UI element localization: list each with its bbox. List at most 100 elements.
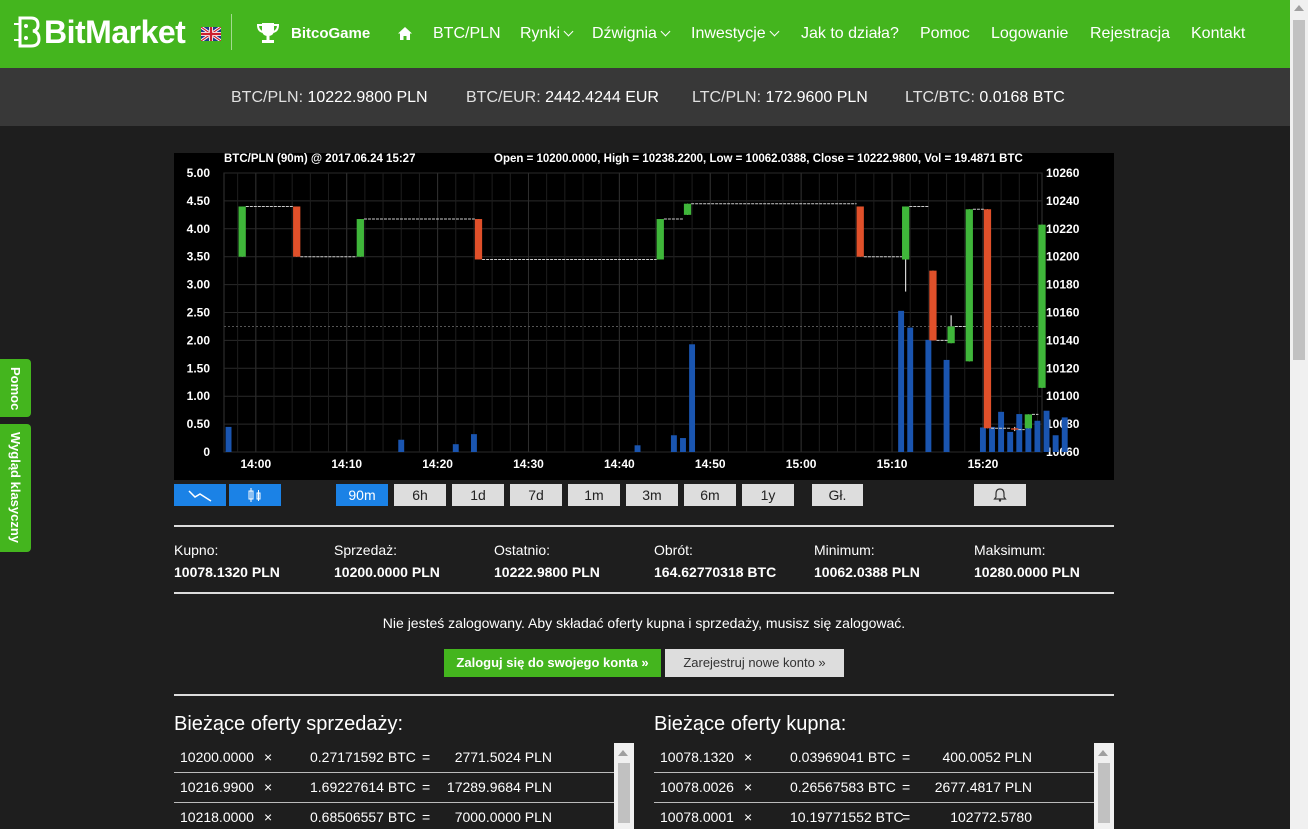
- range-button-3m[interactable]: 3m: [626, 484, 678, 506]
- offer-row[interactable]: 10218.0000 × 0.68506557 BTC = 7000.0000 PLN: [174, 803, 614, 829]
- home-icon[interactable]: [398, 27, 412, 40]
- ticker-btc-eur[interactable]: BTC/EUR: 2442.4244 EUR: [466, 89, 659, 106]
- candlestick-icon: [248, 488, 261, 502]
- range-button-7d[interactable]: 7d: [510, 484, 562, 506]
- offer-amount: 0.03969041 BTC: [790, 749, 896, 765]
- volume-bar: [1007, 431, 1014, 452]
- volume-tick-label: 5.00: [187, 166, 211, 180]
- scroll-up-icon[interactable]: [1098, 750, 1108, 756]
- offer-amount: 0.26567583 BTC: [790, 779, 896, 795]
- offer-amount: 0.27171592 BTC: [310, 749, 416, 765]
- offer-total: 102772.5780: [950, 809, 1032, 825]
- volume-bar: [1025, 427, 1032, 452]
- price-tick-label: 10160: [1046, 306, 1080, 320]
- nav-btc-pln[interactable]: BTC/PLN: [433, 25, 501, 42]
- nav-dzwignia[interactable]: Dźwignia: [592, 25, 671, 43]
- chevron-down-icon: [769, 26, 780, 37]
- line-chart-button[interactable]: [174, 484, 226, 506]
- buy-offers-title: Bieżące oferty kupna:: [654, 713, 847, 735]
- candle-body: [293, 206, 301, 257]
- range-button-90m[interactable]: 90m: [336, 484, 388, 506]
- offer-x: ×: [264, 809, 273, 825]
- offer-total: 7000.0000 PLN: [454, 809, 552, 825]
- price-chart[interactable]: BTC/PLN (90m) @ 2017.06.24 15:27 Open = …: [174, 153, 1114, 480]
- candle-body: [856, 206, 864, 257]
- volume-tick-label: 0.50: [187, 417, 211, 431]
- nav-logowanie[interactable]: Logowanie: [991, 25, 1069, 42]
- candle-body: [356, 219, 364, 257]
- volume-tick-label: 2.00: [187, 333, 211, 347]
- candle-body: [1011, 428, 1019, 430]
- page-scrollbar[interactable]: [1290, 0, 1308, 829]
- offer-x: ×: [744, 779, 753, 795]
- candle-chart-button[interactable]: [229, 484, 281, 506]
- volume-bar: [998, 411, 1005, 452]
- nav-inwestycje[interactable]: Inwestycje: [691, 25, 780, 43]
- offer-amount: 1.69227614 BTC: [310, 779, 416, 795]
- range-button-1y[interactable]: 1y: [742, 484, 794, 506]
- ticker-ltc-btc[interactable]: LTC/BTC: 0.0168 BTC: [905, 89, 1065, 106]
- offer-row[interactable]: 10078.0001 × 10.19771552 BTC = 102772.5780: [654, 803, 1094, 829]
- volume-bar: [898, 310, 905, 452]
- offer-price: 10078.0001: [660, 809, 734, 825]
- nav-kontakt[interactable]: Kontakt: [1191, 25, 1246, 42]
- divider: [174, 694, 1114, 696]
- divider: [174, 525, 1114, 527]
- scrollbar-thumb[interactable]: [1098, 763, 1110, 823]
- bitcogame-link[interactable]: BitcoGame: [255, 19, 370, 47]
- ticker-btc-pln[interactable]: BTC/PLN: 10222.9800 PLN: [231, 89, 428, 106]
- range-button-1d[interactable]: 1d: [452, 484, 504, 506]
- bitcogame-label: BitcoGame: [291, 24, 371, 42]
- nav-rynki[interactable]: Rynki: [520, 25, 574, 43]
- candle-body: [474, 219, 483, 260]
- range-button-6h[interactable]: 6h: [394, 484, 446, 506]
- ticker-ltc-pln[interactable]: LTC/PLN: 172.9600 PLN: [692, 89, 868, 106]
- depth-button[interactable]: Gł.: [812, 484, 863, 506]
- price-tick-label: 10120: [1046, 361, 1080, 375]
- range-button-6m[interactable]: 6m: [684, 484, 736, 506]
- register-button[interactable]: Zarejestruj nowe konto »: [665, 649, 844, 677]
- nav-rejestracja[interactable]: Rejestracja: [1090, 25, 1171, 42]
- price-tick-label: 10260: [1046, 166, 1080, 180]
- circuit-b-icon: [14, 16, 41, 48]
- scroll-up-icon[interactable]: [1294, 5, 1304, 11]
- price-tick-label: 10220: [1046, 222, 1080, 236]
- price-tick-label: 10180: [1046, 278, 1080, 292]
- offer-row[interactable]: 10216.9900 × 1.69227614 BTC = 17289.9684 PLN: [174, 773, 614, 803]
- scroll-up-icon[interactable]: [618, 750, 628, 756]
- chevron-down-icon: [660, 26, 671, 37]
- scrollbar-thumb[interactable]: [618, 763, 630, 823]
- stat-sell: Sprzedaż: 10200.0000 PLN: [334, 542, 440, 580]
- price-tick-label: 10140: [1046, 333, 1080, 347]
- page-scrollbar-thumb[interactable]: [1293, 20, 1305, 360]
- volume-tick-label: 3.00: [187, 278, 211, 292]
- volume-tick-label: 2.50: [187, 306, 211, 320]
- stat-minimum: Minimum: 10062.0388 PLN: [814, 542, 920, 580]
- volume-bar: [979, 427, 986, 452]
- side-tab-classic-view[interactable]: Wygląd klasyczny: [0, 424, 31, 552]
- price-alert-button[interactable]: [974, 484, 1026, 506]
- login-notice: Nie jesteś zalogowany. Aby składać ofert…: [382, 615, 906, 631]
- uk-flag-icon[interactable]: [201, 27, 221, 41]
- offer-price: 10078.1320: [660, 749, 734, 765]
- volume-tick-label: 3.50: [187, 250, 211, 264]
- bitmarket-logo[interactable]: BitMarket: [14, 12, 186, 52]
- nav-jak-to-dziala[interactable]: Jak to działa?: [801, 25, 899, 42]
- nav-pomoc[interactable]: Pomoc: [920, 25, 970, 42]
- price-tick-label: 10240: [1046, 194, 1080, 208]
- nav-divider: [231, 14, 232, 50]
- offer-row[interactable]: 10078.0026 × 0.26567583 BTC = 2677.4817 PLN: [654, 773, 1094, 803]
- sell-offers-scrollbar[interactable]: [614, 743, 634, 829]
- login-button[interactable]: Zaloguj się do swojego konta »: [444, 649, 661, 677]
- candle-body: [902, 206, 910, 260]
- offer-total: 400.0052 PLN: [942, 749, 1032, 765]
- stat-maximum: Maksimum: 10280.0000 PLN: [974, 542, 1080, 580]
- side-tab-help[interactable]: Pomoc: [0, 359, 31, 417]
- range-button-1m[interactable]: 1m: [568, 484, 620, 506]
- offer-row[interactable]: 10200.0000 × 0.27171592 BTC = 2771.5024 PLN: [174, 743, 614, 773]
- offer-row[interactable]: 10078.1320 × 0.03969041 BTC = 400.0052 PLN: [654, 743, 1094, 773]
- buy-offers-scrollbar[interactable]: [1094, 743, 1114, 829]
- candle-body: [238, 206, 246, 257]
- offer-amount: 0.68506557 BTC: [310, 809, 416, 825]
- offer-x: ×: [264, 749, 273, 765]
